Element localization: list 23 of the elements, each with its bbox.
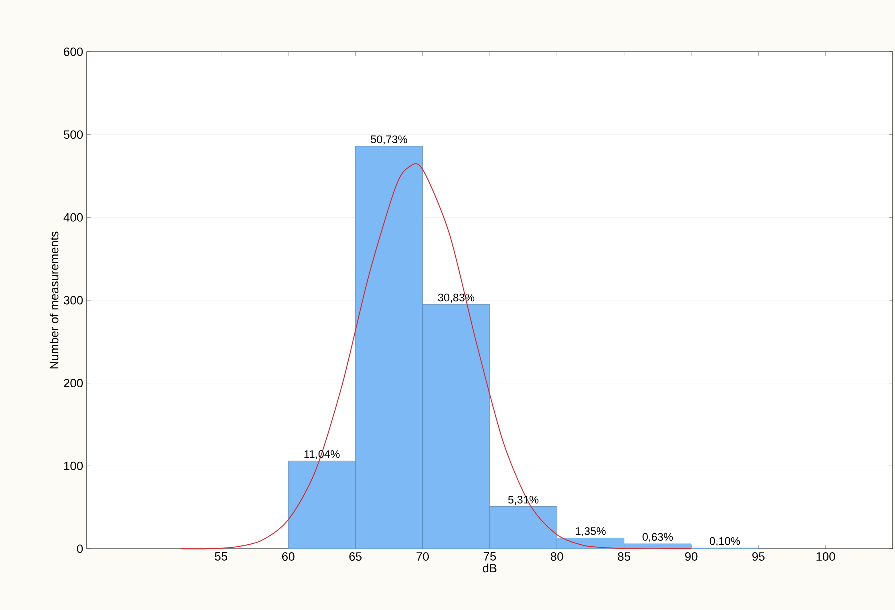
y-tick-label: 200 bbox=[64, 379, 84, 388]
annotation: 50,73% bbox=[371, 136, 408, 145]
x-tick-label: 70 bbox=[416, 552, 430, 561]
x-tick-label: 85 bbox=[618, 552, 630, 561]
y-axis-title: Number of measurements bbox=[50, 232, 59, 369]
x-tick-label: 80 bbox=[551, 552, 564, 561]
x-tick-label: 100 bbox=[816, 552, 836, 561]
x-tick-label: 55 bbox=[215, 552, 228, 561]
annotation: 0,10% bbox=[710, 537, 740, 546]
x-tick-label: 65 bbox=[350, 552, 362, 561]
x-tick-label: 75 bbox=[484, 552, 496, 561]
y-tick-label: 0 bbox=[77, 544, 84, 554]
y-tick-label: 100 bbox=[64, 462, 84, 470]
y-tick-label: 300 bbox=[64, 296, 84, 305]
y-tick-label: 400 bbox=[64, 213, 84, 222]
y-tick-label: 600 bbox=[64, 48, 84, 56]
x-tick-label: 90 bbox=[685, 552, 698, 561]
x-tick-label: 60 bbox=[282, 552, 295, 561]
annotation: 1,35% bbox=[576, 527, 606, 537]
x-tick-label: 95 bbox=[752, 552, 765, 561]
annotation: 0,63% bbox=[642, 533, 674, 542]
x-axis-title: dB bbox=[483, 564, 497, 573]
y-tick-label: 500 bbox=[64, 130, 84, 140]
